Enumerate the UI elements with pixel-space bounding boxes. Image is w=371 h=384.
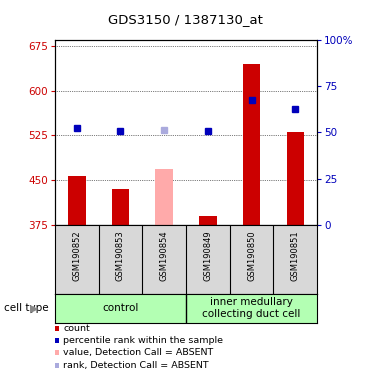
Bar	[199, 216, 217, 225]
Text: percentile rank within the sample: percentile rank within the sample	[63, 336, 223, 345]
Text: GDS3150 / 1387130_at: GDS3150 / 1387130_at	[108, 13, 263, 26]
Text: GSM190850: GSM190850	[247, 230, 256, 281]
Text: rank, Detection Call = ABSENT: rank, Detection Call = ABSENT	[63, 361, 209, 370]
Bar	[186, 294, 317, 323]
Text: ▶: ▶	[30, 303, 39, 313]
Bar	[155, 169, 173, 225]
Text: GSM190854: GSM190854	[160, 230, 169, 281]
Bar	[112, 189, 129, 225]
Text: GSM190851: GSM190851	[291, 230, 300, 281]
Text: GSM190853: GSM190853	[116, 230, 125, 281]
Text: inner medullary
collecting duct cell: inner medullary collecting duct cell	[203, 297, 301, 319]
Text: count: count	[63, 324, 90, 333]
Text: GSM190849: GSM190849	[203, 230, 213, 281]
Text: GSM190852: GSM190852	[72, 230, 81, 281]
Bar	[287, 132, 304, 225]
Bar	[243, 64, 260, 225]
Text: control: control	[102, 303, 139, 313]
Text: value, Detection Call = ABSENT: value, Detection Call = ABSENT	[63, 348, 214, 358]
Bar	[68, 176, 85, 225]
Bar	[55, 294, 186, 323]
Text: cell type: cell type	[4, 303, 48, 313]
